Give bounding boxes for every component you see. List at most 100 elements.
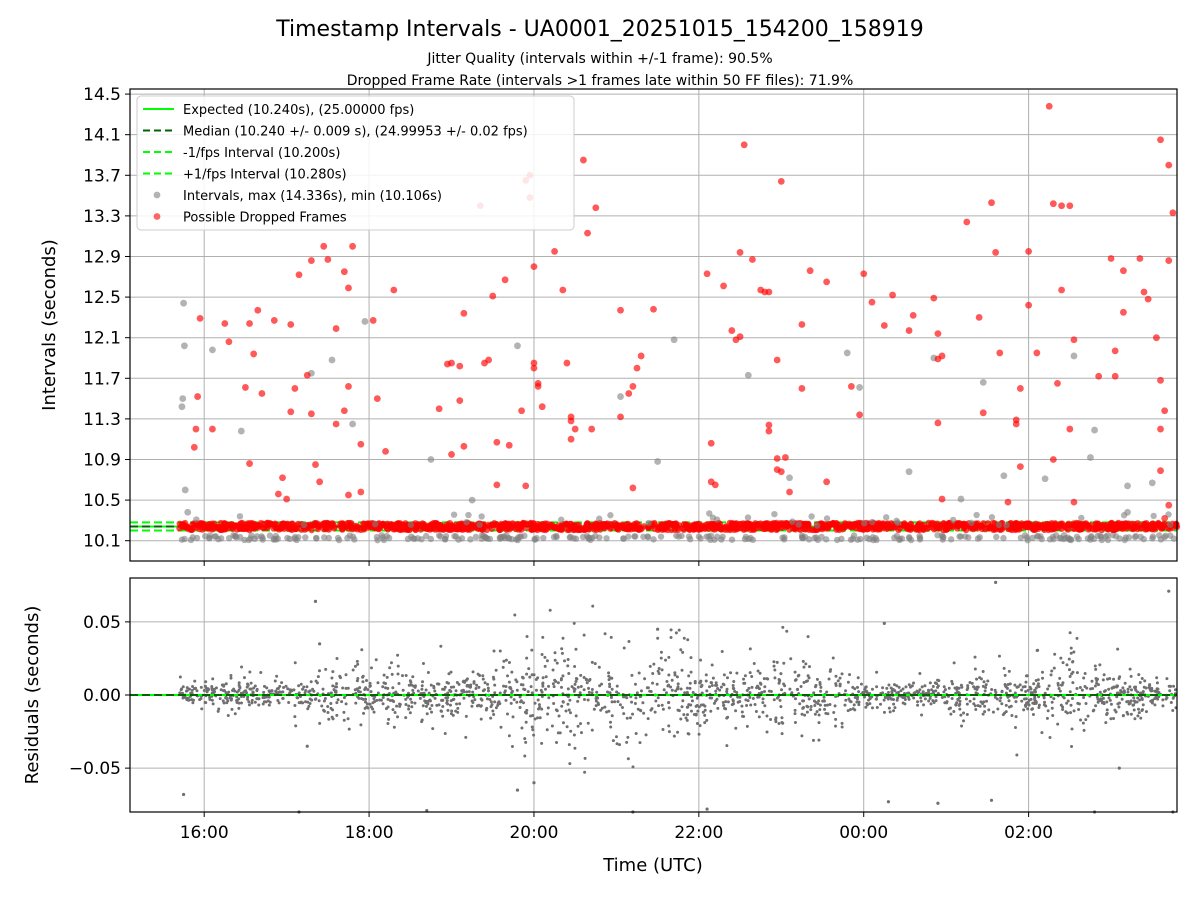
residual-point [472,695,476,699]
x-tick-label: 00:00 [839,823,888,843]
residual-point [856,676,860,680]
residual-point [1101,696,1105,700]
interval-point [409,535,417,542]
residual-point [356,677,360,681]
interval-point [503,532,510,539]
residual-point [331,717,335,721]
residual-point [912,681,916,685]
residual-point [210,687,214,691]
interval-point [1075,535,1082,543]
residual-point [1051,714,1055,718]
interval-point [1003,521,1010,529]
residual-point [445,681,449,685]
residual-point [361,680,365,684]
residual-point [607,709,611,713]
residual-point [693,681,697,685]
interval-point [427,535,435,543]
residual-point [595,695,599,699]
residual-point [178,675,182,679]
dropped-frame-point [247,521,255,528]
residual-point [765,714,769,718]
residual-point [718,688,722,692]
residual-point [376,691,380,695]
dropped-frame-point [515,523,523,530]
residual-point [720,649,724,653]
residual-point [659,656,663,660]
residual-point [1121,686,1125,690]
residual-point [288,688,292,692]
interval-point [1067,536,1075,544]
residual-point [704,679,708,683]
dropped-frame-point [1111,372,1119,380]
residual-point [631,712,635,716]
residual-point [404,716,408,720]
chart-subtitle-dropped: Dropped Frame Rate (intervals >1 frames … [347,73,854,89]
interval-point [863,534,870,541]
residual-point [514,678,518,682]
residual-point [329,691,333,695]
residual-point [1007,699,1011,703]
residual-point [912,696,916,700]
residual-point [437,682,441,686]
residual-point [1056,722,1060,726]
residual-point [625,696,629,700]
dropped-frame-point [1016,385,1024,392]
residual-point [1053,652,1057,656]
residual-point [396,672,400,676]
residual-point [527,667,531,671]
residual-point [981,669,985,673]
residual-point [508,685,512,689]
residual-point [536,716,540,720]
residual-point [308,697,312,701]
residual-point [355,659,359,663]
dropped-frame-point [1017,522,1024,529]
residual-point [1129,699,1133,703]
residual-point [772,660,776,664]
residual-point [1036,678,1040,682]
dropped-frame-point [1136,255,1144,262]
residual-point [907,691,911,695]
interval-point [1070,352,1078,360]
residual-point [807,665,811,669]
residual-point [586,721,590,725]
dropped-frame-point [270,317,278,324]
residual-point [818,708,822,712]
residual-point [1143,679,1147,683]
dropped-frame-point [345,284,352,292]
residual-point [744,698,748,702]
residual-point [966,684,970,688]
residual-point [192,687,196,691]
residual-point [1112,677,1116,681]
residual-point [342,710,346,714]
residual-point [769,690,773,694]
residual-point [891,688,895,692]
interval-point [1112,533,1120,540]
residual-point [386,722,390,726]
dropped-frame-point [777,177,785,185]
residual-point [253,684,257,688]
intervals-y-axis-label: Intervals (seconds) [39,239,60,411]
residual-point [1107,687,1111,691]
residual-point [433,689,437,693]
residual-point [840,721,844,725]
residual-point [584,678,588,682]
interval-point [883,514,890,521]
residual-point [335,713,339,717]
residuals-y-axis-label: Residuals (seconds) [22,606,43,785]
dropped-frame-point [940,526,947,534]
residual-point [338,674,342,678]
residual-point [546,712,550,716]
residual-point [703,713,707,717]
residual-point [1082,696,1086,700]
dropped-frame-point [221,320,229,327]
residual-point [597,703,601,707]
residual-point [679,717,683,721]
residual-point [587,678,591,682]
residual-point [569,729,573,733]
dropped-frame-point [345,383,352,390]
dropped-frame-point [856,411,864,419]
residual-point [996,707,1000,711]
dropped-frame-point [1165,257,1173,264]
dropped-frame-point [629,484,637,492]
